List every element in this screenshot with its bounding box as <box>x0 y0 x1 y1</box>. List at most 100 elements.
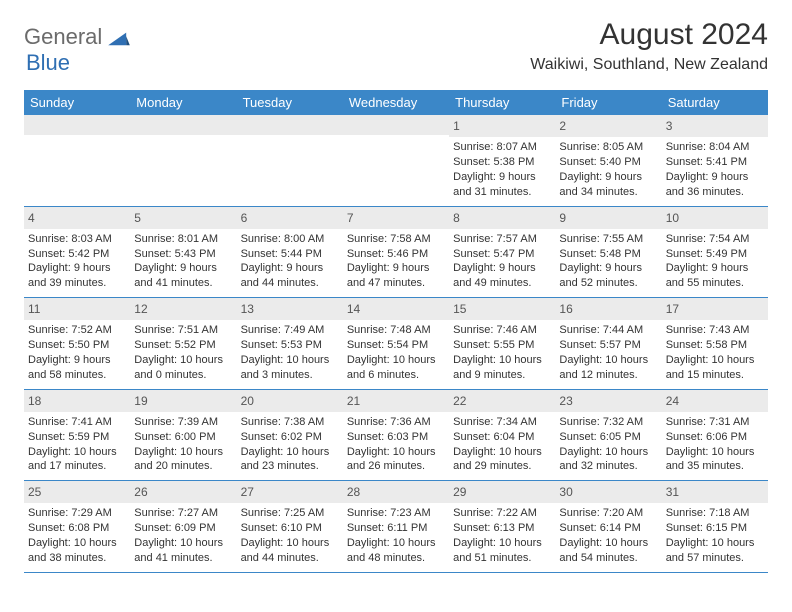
day-cell: 10Sunrise: 7:54 AMSunset: 5:49 PMDayligh… <box>662 207 768 298</box>
sunrise-text: Sunrise: 8:04 AM <box>666 140 764 155</box>
sunset-text: Sunset: 5:48 PM <box>559 247 657 262</box>
sunrise-text: Sunrise: 8:00 AM <box>241 232 339 247</box>
day-number <box>237 115 343 135</box>
day-number: 10 <box>662 207 768 229</box>
week-row: 4Sunrise: 8:03 AMSunset: 5:42 PMDaylight… <box>24 207 768 299</box>
sunset-text: Sunset: 5:40 PM <box>559 155 657 170</box>
sunrise-text: Sunrise: 7:34 AM <box>453 415 551 430</box>
day-cell: 6Sunrise: 8:00 AMSunset: 5:44 PMDaylight… <box>237 207 343 298</box>
daylight-text: Daylight: 9 hours and 52 minutes. <box>559 261 657 291</box>
day-number: 19 <box>130 390 236 412</box>
day-number <box>130 115 236 135</box>
day-number: 13 <box>237 298 343 320</box>
day-number: 31 <box>662 481 768 503</box>
day-cell: 18Sunrise: 7:41 AMSunset: 5:59 PMDayligh… <box>24 390 130 481</box>
day-number: 5 <box>130 207 236 229</box>
day-number: 23 <box>555 390 661 412</box>
day-number <box>24 115 130 135</box>
day-number: 26 <box>130 481 236 503</box>
sunrise-text: Sunrise: 7:41 AM <box>28 415 126 430</box>
day-number: 20 <box>237 390 343 412</box>
logo-text-blue: Blue <box>26 50 70 75</box>
day-number: 16 <box>555 298 661 320</box>
sunrise-text: Sunrise: 7:22 AM <box>453 506 551 521</box>
sunrise-text: Sunrise: 7:54 AM <box>666 232 764 247</box>
sunset-text: Sunset: 6:09 PM <box>134 521 232 536</box>
day-cell: 20 Sunrise: 7:38 AMSunset: 6:02 PMDayligh… <box>237 390 343 481</box>
month-title: August 2024 <box>530 18 768 52</box>
day-number: 22 <box>449 390 555 412</box>
sunrise-text: Sunrise: 7:52 AM <box>28 323 126 338</box>
day-cell <box>24 115 130 206</box>
sunrise-text: Sunrise: 7:44 AM <box>559 323 657 338</box>
day-number: 7 <box>343 207 449 229</box>
day-cell <box>343 115 449 206</box>
sunrise-text: Sunrise: 7:51 AM <box>134 323 232 338</box>
weekday-monday: Monday <box>130 90 236 115</box>
daylight-text: Daylight: 9 hours and 39 minutes. <box>28 261 126 291</box>
logo-text-general: General <box>24 24 102 50</box>
day-number: 11 <box>24 298 130 320</box>
day-number <box>343 115 449 135</box>
day-cell: 9Sunrise: 7:55 AMSunset: 5:48 PMDaylight… <box>555 207 661 298</box>
day-cell: 4Sunrise: 8:03 AMSunset: 5:42 PMDaylight… <box>24 207 130 298</box>
day-cell: 30Sunrise: 7:20 AMSunset: 6:14 PMDayligh… <box>555 481 661 572</box>
week-row: 11Sunrise: 7:52 AMSunset: 5:50 PMDayligh… <box>24 298 768 390</box>
day-cell: 7Sunrise: 7:58 AMSunset: 5:46 PMDaylight… <box>343 207 449 298</box>
week-row: 18Sunrise: 7:41 AMSunset: 5:59 PMDayligh… <box>24 390 768 482</box>
daylight-text: Daylight: 10 hours and 29 minutes. <box>453 445 551 475</box>
sunset-text: Sunset: 6:02 PM <box>241 430 339 445</box>
daylight-text: Daylight: 9 hours and 34 minutes. <box>559 170 657 200</box>
weekday-header-row: Sunday Monday Tuesday Wednesday Thursday… <box>24 90 768 115</box>
day-cell: 25Sunrise: 7:29 AMSunset: 6:08 PMDayligh… <box>24 481 130 572</box>
daylight-text: Daylight: 10 hours and 23 minutes. <box>241 445 339 475</box>
day-cell: 31Sunrise: 7:18 AMSunset: 6:15 PMDayligh… <box>662 481 768 572</box>
daylight-text: Daylight: 10 hours and 38 minutes. <box>28 536 126 566</box>
sunrise-text: Sunrise: 7:32 AM <box>559 415 657 430</box>
daylight-text: Daylight: 10 hours and 54 minutes. <box>559 536 657 566</box>
sunset-text: Sunset: 5:59 PM <box>28 430 126 445</box>
calendar-grid: Sunday Monday Tuesday Wednesday Thursday… <box>24 90 768 573</box>
sunset-text: Sunset: 5:44 PM <box>241 247 339 262</box>
daylight-text: Daylight: 10 hours and 48 minutes. <box>347 536 445 566</box>
sunrise-text: Sunrise: 7:23 AM <box>347 506 445 521</box>
sunset-text: Sunset: 5:38 PM <box>453 155 551 170</box>
sunset-text: Sunset: 5:52 PM <box>134 338 232 353</box>
daylight-text: Daylight: 10 hours and 44 minutes. <box>241 536 339 566</box>
day-cell: 8Sunrise: 7:57 AMSunset: 5:47 PMDaylight… <box>449 207 555 298</box>
daylight-text: Daylight: 10 hours and 12 minutes. <box>559 353 657 383</box>
daylight-text: Daylight: 9 hours and 31 minutes. <box>453 170 551 200</box>
sunrise-text: Sunrise: 8:05 AM <box>559 140 657 155</box>
sunset-text: Sunset: 5:46 PM <box>347 247 445 262</box>
sunrise-text: Sunrise: 8:03 AM <box>28 232 126 247</box>
sunrise-text: Sunrise: 7:25 AM <box>241 506 339 521</box>
day-cell: 12Sunrise: 7:51 AMSunset: 5:52 PMDayligh… <box>130 298 236 389</box>
day-cell: 11Sunrise: 7:52 AMSunset: 5:50 PMDayligh… <box>24 298 130 389</box>
day-cell: 28Sunrise: 7:23 AMSunset: 6:11 PMDayligh… <box>343 481 449 572</box>
sunset-text: Sunset: 6:05 PM <box>559 430 657 445</box>
calendar-page: General August 2024 Waikiwi, Southland, … <box>0 0 792 573</box>
day-cell: 27Sunrise: 7:25 AMSunset: 6:10 PMDayligh… <box>237 481 343 572</box>
daylight-text: Daylight: 9 hours and 47 minutes. <box>347 261 445 291</box>
sunrise-text: Sunrise: 7:27 AM <box>134 506 232 521</box>
weekday-wednesday: Wednesday <box>343 90 449 115</box>
day-number: 4 <box>24 207 130 229</box>
sunset-text: Sunset: 5:55 PM <box>453 338 551 353</box>
day-number: 2 <box>555 115 661 137</box>
sunset-text: Sunset: 5:47 PM <box>453 247 551 262</box>
daylight-text: Daylight: 10 hours and 57 minutes. <box>666 536 764 566</box>
daylight-text: Daylight: 9 hours and 36 minutes. <box>666 170 764 200</box>
sunrise-text: Sunrise: 7:43 AM <box>666 323 764 338</box>
daylight-text: Daylight: 9 hours and 49 minutes. <box>453 261 551 291</box>
daylight-text: Daylight: 10 hours and 51 minutes. <box>453 536 551 566</box>
sunrise-text: Sunrise: 7:55 AM <box>559 232 657 247</box>
weekday-friday: Friday <box>555 90 661 115</box>
sunset-text: Sunset: 6:10 PM <box>241 521 339 536</box>
sunrise-text: Sunrise: 7:38 AM <box>241 415 339 430</box>
day-cell: 15Sunrise: 7:46 AMSunset: 5:55 PMDayligh… <box>449 298 555 389</box>
daylight-text: Daylight: 10 hours and 3 minutes. <box>241 353 339 383</box>
sunrise-text: Sunrise: 8:07 AM <box>453 140 551 155</box>
sunrise-text: Sunrise: 7:49 AM <box>241 323 339 338</box>
weekday-sunday: Sunday <box>24 90 130 115</box>
sunset-text: Sunset: 5:49 PM <box>666 247 764 262</box>
